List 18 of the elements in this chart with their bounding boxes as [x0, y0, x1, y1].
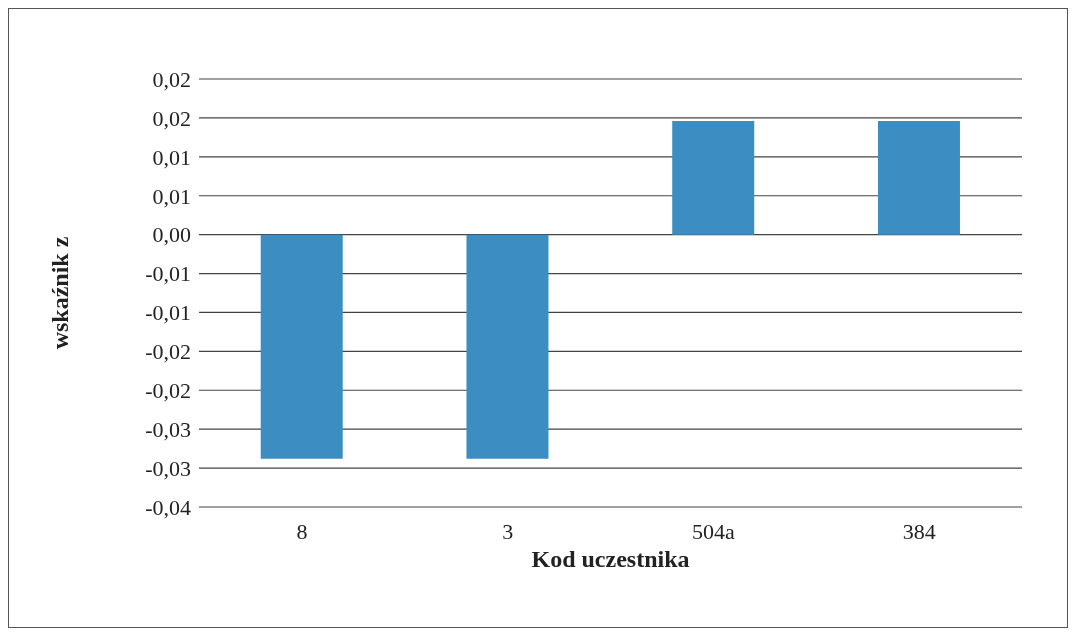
x-tick-label: 384 [902, 518, 936, 544]
y-tick-label: 0,02 [152, 105, 191, 131]
y-tick-label: 0,00 [152, 222, 191, 248]
x-tick-label: 504a [691, 518, 735, 544]
y-tick-label: -0,01 [145, 261, 191, 287]
x-tick-label: 3 [502, 518, 514, 544]
y-tick-label: 0,02 [152, 66, 191, 92]
y-axis-title: wskaźnik z [46, 236, 73, 350]
y-tick-label: -0,04 [145, 494, 191, 520]
y-tick-label: -0,01 [145, 300, 191, 326]
x-axis-title: Kod uczestnika [531, 546, 690, 572]
y-tick-label: -0,03 [145, 416, 191, 442]
y-tick-label: -0,02 [145, 339, 191, 365]
y-tick-label: 0,01 [152, 144, 191, 170]
y-tick-label: 0,01 [152, 183, 191, 209]
y-tick-label: -0,03 [145, 455, 191, 481]
x-tick-label: 8 [296, 518, 308, 544]
y-tick-label: -0,02 [145, 378, 191, 404]
